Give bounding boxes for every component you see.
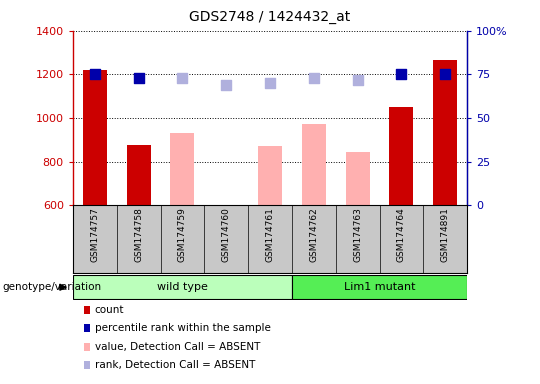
- Bar: [83, 70, 107, 205]
- Text: GSM174757: GSM174757: [90, 207, 99, 262]
- Text: wild type: wild type: [157, 282, 208, 292]
- Point: [91, 71, 99, 78]
- Text: GSM174891: GSM174891: [441, 207, 450, 262]
- Text: GSM174758: GSM174758: [134, 207, 143, 262]
- Point: [397, 71, 406, 78]
- Point: [134, 75, 143, 81]
- Bar: [170, 133, 194, 205]
- Point: [353, 76, 362, 83]
- Bar: [292, 275, 467, 299]
- Text: GDS2748 / 1424432_at: GDS2748 / 1424432_at: [190, 10, 350, 23]
- Text: rank, Detection Call = ABSENT: rank, Detection Call = ABSENT: [94, 360, 255, 370]
- Point: [222, 82, 231, 88]
- Bar: [389, 107, 414, 205]
- Bar: [346, 152, 370, 205]
- Bar: [433, 60, 457, 205]
- Text: GSM174761: GSM174761: [266, 207, 274, 262]
- Text: count: count: [94, 305, 124, 315]
- Bar: [302, 124, 326, 205]
- Bar: [73, 275, 292, 299]
- Text: GSM174759: GSM174759: [178, 207, 187, 262]
- Text: percentile rank within the sample: percentile rank within the sample: [94, 323, 271, 333]
- Text: GSM174762: GSM174762: [309, 207, 318, 262]
- Text: Lim1 mutant: Lim1 mutant: [344, 282, 415, 292]
- Bar: [126, 146, 151, 205]
- Point: [266, 80, 274, 86]
- Text: GSM174760: GSM174760: [222, 207, 231, 262]
- Bar: [258, 146, 282, 205]
- Point: [441, 71, 449, 78]
- Text: GSM174763: GSM174763: [353, 207, 362, 262]
- Text: value, Detection Call = ABSENT: value, Detection Call = ABSENT: [94, 342, 260, 352]
- Text: genotype/variation: genotype/variation: [3, 282, 102, 292]
- Text: GSM174764: GSM174764: [397, 207, 406, 262]
- Point: [178, 75, 187, 81]
- Point: [309, 75, 318, 81]
